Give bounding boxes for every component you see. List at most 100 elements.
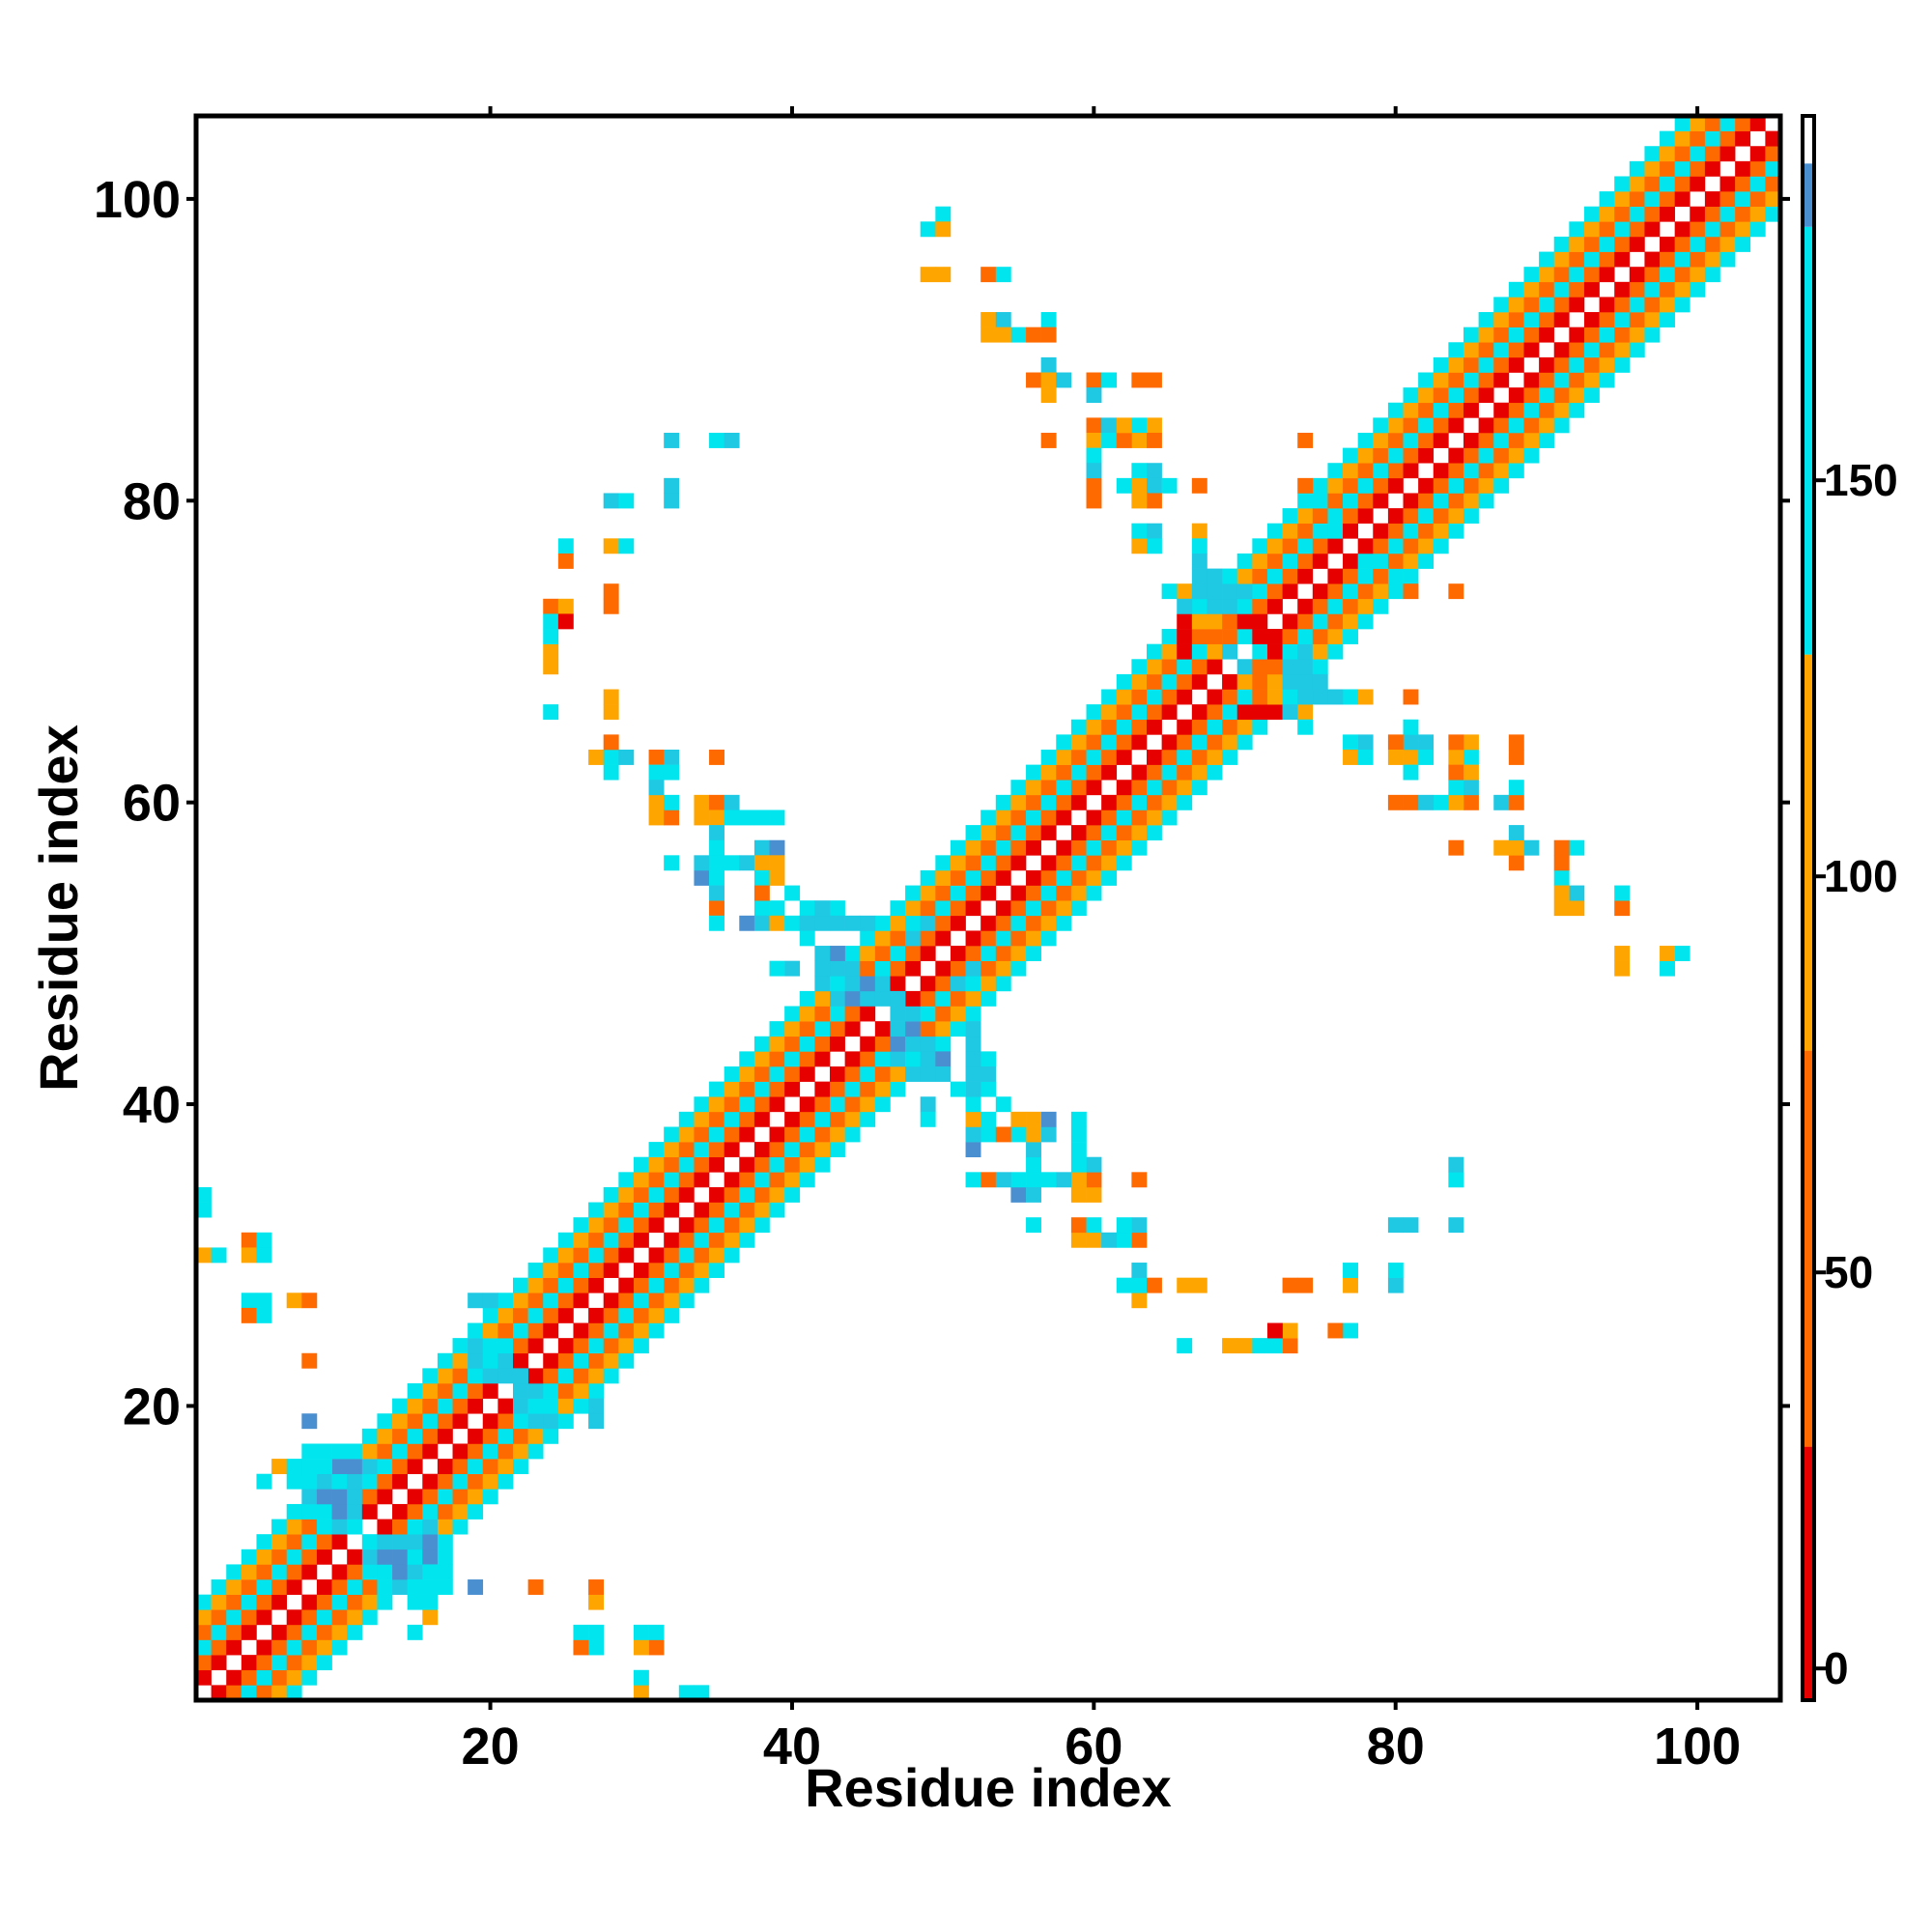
heatmap-cell — [1523, 267, 1540, 283]
heatmap-cell — [1765, 130, 1781, 147]
heatmap-cell — [950, 960, 966, 977]
heatmap-cell — [950, 1081, 966, 1097]
heatmap-cell — [256, 1609, 272, 1626]
heatmap-cell — [1010, 780, 1027, 796]
heatmap-cell — [1116, 689, 1132, 705]
heatmap-cell — [694, 1172, 710, 1188]
heatmap-cell — [316, 1489, 332, 1505]
heatmap-cell — [1463, 780, 1479, 796]
heatmap-cell — [980, 946, 997, 961]
heatmap-cell — [1463, 794, 1479, 810]
heatmap-cell — [392, 1443, 408, 1460]
heatmap-cell — [468, 1459, 484, 1475]
heatmap-cell — [1191, 704, 1208, 721]
heatmap-cell — [543, 1398, 559, 1414]
heatmap-cell — [1191, 477, 1208, 494]
heatmap-cell — [407, 1459, 423, 1475]
heatmap-cell — [1569, 327, 1585, 343]
heatmap-cell — [1660, 130, 1675, 147]
heatmap-cell — [1101, 372, 1118, 388]
heatmap-cell — [1040, 312, 1057, 327]
heatmap-cell — [468, 1428, 484, 1444]
heatmap-cell — [543, 1383, 559, 1399]
heatmap-cell — [1553, 281, 1570, 298]
heatmap-cell — [830, 915, 845, 931]
heatmap-cell — [1629, 297, 1645, 313]
heatmap-cell — [1674, 176, 1690, 192]
heatmap-cell — [1266, 629, 1283, 644]
heatmap-cell — [1644, 251, 1661, 268]
heatmap-cell — [1719, 176, 1736, 192]
heatmap-cell — [1493, 417, 1510, 434]
heatmap-cell — [648, 794, 665, 810]
heatmap-cell — [557, 1277, 574, 1293]
heatmap-cell — [1674, 160, 1690, 177]
heatmap-cell — [1539, 327, 1555, 343]
heatmap-cell — [1131, 523, 1148, 539]
heatmap-cell — [1357, 568, 1374, 584]
heatmap-cell — [301, 1413, 318, 1430]
heatmap-cell — [1387, 1263, 1404, 1278]
heatmap-cell — [753, 1111, 770, 1127]
heatmap-cell — [603, 764, 619, 781]
heatmap-cell — [301, 1352, 318, 1369]
heatmap-cell — [1674, 146, 1690, 162]
heatmap-cell — [1569, 402, 1585, 418]
heatmap-cell — [1569, 251, 1585, 268]
heatmap-cell — [422, 1428, 439, 1444]
heatmap-cell — [1236, 689, 1253, 705]
heatmap-cell — [1343, 734, 1358, 751]
heatmap-cell — [468, 1398, 484, 1414]
heatmap-cell — [527, 1263, 544, 1278]
heatmap-cell — [1433, 523, 1449, 539]
heatmap-cell — [1553, 267, 1570, 283]
heatmap-cell — [1040, 750, 1057, 765]
heatmap-cell — [1433, 356, 1449, 373]
heatmap-cell — [1644, 312, 1661, 327]
heatmap-cell — [1010, 855, 1027, 871]
heatmap-cell — [1161, 750, 1178, 765]
heatmap-cell — [1463, 734, 1479, 751]
heatmap-cell — [196, 1609, 212, 1626]
heatmap-cell — [1508, 297, 1524, 313]
heatmap-cell — [648, 1263, 665, 1278]
heatmap-cell — [603, 1202, 619, 1218]
heatmap-cell — [1266, 523, 1283, 539]
heatmap-cell — [980, 885, 997, 901]
heatmap-cell — [1343, 583, 1358, 600]
heatmap-cell — [633, 1685, 649, 1701]
heatmap-cell — [830, 990, 845, 1007]
heatmap-cell — [618, 1186, 635, 1203]
heatmap-cell — [1433, 794, 1449, 810]
heatmap-cell — [1508, 794, 1524, 810]
heatmap-cell — [603, 1263, 619, 1278]
heatmap-cell — [1191, 719, 1208, 735]
heatmap-cell — [1749, 206, 1766, 222]
heatmap-cell — [1508, 402, 1524, 418]
heatmap-cell — [588, 750, 605, 765]
heatmap-cell — [452, 1383, 469, 1399]
heatmap-cell — [1266, 583, 1283, 600]
heatmap-cell — [1131, 463, 1148, 479]
heatmap-cell — [437, 1383, 453, 1399]
heatmap-cell — [618, 1338, 635, 1354]
heatmap-cell — [468, 1443, 484, 1460]
x-tick-label: 20 — [462, 1718, 520, 1776]
heatmap-cell — [920, 221, 936, 238]
heatmap-cell — [1583, 356, 1600, 373]
heatmap-cell — [1131, 417, 1148, 434]
heatmap-cell — [1222, 598, 1238, 614]
heatmap-cell — [1403, 553, 1419, 569]
heatmap-cell — [1026, 372, 1041, 388]
heatmap-cell — [935, 1021, 952, 1037]
heatmap-cell — [1040, 885, 1057, 901]
heatmap-cell — [1297, 598, 1314, 614]
heatmap-cell — [1040, 869, 1057, 886]
heatmap-cell — [1508, 780, 1524, 796]
heatmap-cell — [1116, 1277, 1132, 1293]
heatmap-cell — [482, 1383, 498, 1399]
heatmap-cell — [950, 1006, 966, 1022]
heatmap-cell — [1177, 598, 1193, 614]
heatmap-cell — [1614, 281, 1631, 298]
heatmap-cell — [286, 1548, 302, 1565]
